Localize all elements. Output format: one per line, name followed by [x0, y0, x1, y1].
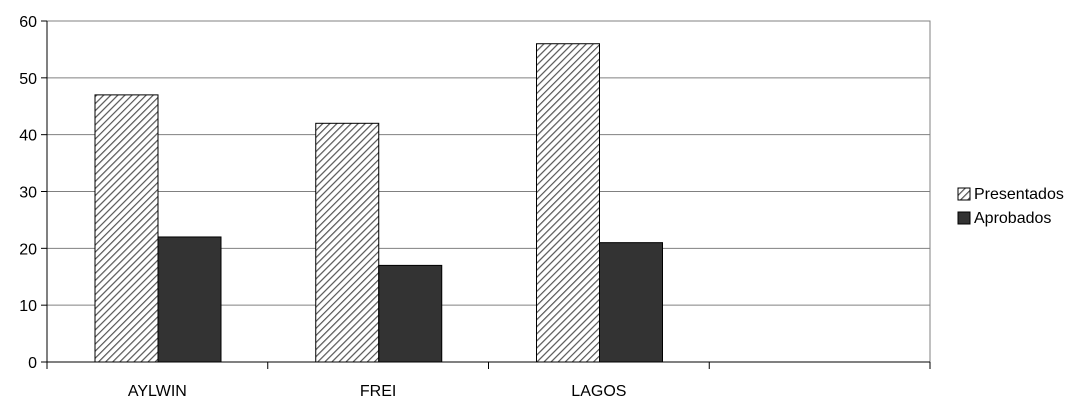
bar-aprobados-aylwin — [157, 236, 222, 363]
axes — [41, 20, 931, 369]
y-tick-label: 10 — [19, 298, 37, 315]
bar-presentados-aylwin — [94, 94, 159, 363]
bars — [94, 43, 663, 363]
y-tick-label: 60 — [19, 14, 37, 31]
x-category-labels: AYLWIN FREI LAGOS — [128, 383, 627, 400]
y-tick-labels: 0 10 20 30 40 50 60 — [19, 14, 37, 372]
bar-presentados-frei — [315, 122, 380, 363]
x-category-label: FREI — [360, 383, 396, 400]
bar-aprobados-lagos — [599, 242, 663, 363]
legend: Presentados Aprobados — [950, 177, 1091, 239]
x-category-label: AYLWIN — [128, 383, 187, 400]
x-category-label: LAGOS — [571, 383, 626, 400]
y-tick-label: 40 — [19, 128, 37, 145]
legend-label-aprobados: Aprobados — [974, 210, 1051, 227]
legend-swatch-presentados — [957, 187, 971, 201]
legend-box — [950, 177, 1091, 239]
legend-swatch-aprobados — [957, 211, 971, 225]
y-tick-label: 30 — [19, 185, 37, 202]
bar-presentados-lagos — [536, 43, 600, 363]
bar-aprobados-frei — [378, 264, 443, 363]
y-tick-label: 0 — [28, 355, 37, 372]
legend-label-presentados: Presentados — [974, 186, 1064, 203]
y-tick-label: 50 — [19, 71, 37, 88]
y-tick-label: 20 — [19, 241, 37, 258]
